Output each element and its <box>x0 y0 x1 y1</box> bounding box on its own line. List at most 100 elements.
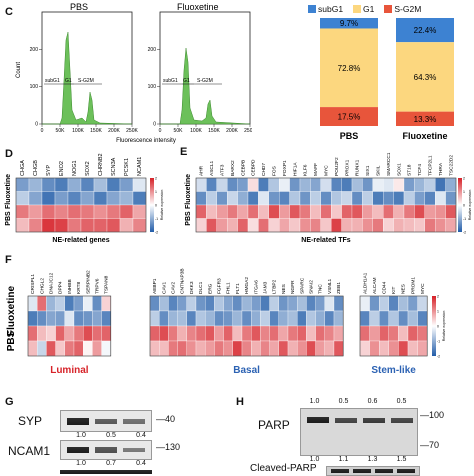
heatmap-cell <box>237 204 249 219</box>
row-label-pbs: PBS <box>185 211 192 226</box>
heatmap-cell <box>28 177 43 192</box>
heatmap-cell <box>149 325 160 342</box>
gene-label: SOX1 <box>396 163 402 176</box>
heatmap-cell <box>206 204 217 219</box>
heatmap-cell <box>149 310 160 327</box>
heatmap-cell <box>241 295 252 312</box>
group-label-basal: Basal <box>233 365 260 376</box>
bar-segment-label: 72.8% <box>338 64 361 73</box>
heatmap-cell <box>445 177 457 192</box>
bar-segment-label: 9.7% <box>340 19 358 28</box>
heatmap-cell <box>232 310 243 327</box>
gene-label: AHR <box>199 165 205 176</box>
heatmap-cell <box>320 218 332 233</box>
heatmap-cell <box>258 218 269 233</box>
heatmap-cell <box>159 340 169 357</box>
panel-d-label: D <box>5 148 13 160</box>
gene-label: VSNL1 <box>327 278 333 294</box>
heatmap-cell <box>388 325 399 342</box>
heatmap-cell <box>403 177 415 192</box>
heatmap-cell <box>260 310 270 327</box>
heatmap-cell <box>278 325 289 342</box>
heatmap-cell <box>41 191 56 206</box>
heatmap-cell <box>268 204 280 219</box>
panel-f-luminal-gene-labels: CRISPL1 CHGL2 DNAJC12 DPP4 INHBB KRT8 SERPINB2… <box>30 270 110 294</box>
gene-label: KIT <box>391 286 397 294</box>
scale-tick-label: 2 <box>155 177 157 181</box>
heatmap-cell <box>289 177 301 192</box>
xtick-label: 50K <box>56 128 66 134</box>
heatmap-cell <box>269 340 279 357</box>
heatmap-cell <box>424 177 436 192</box>
heatmap-cell <box>80 218 95 233</box>
row-label-pbs: PBS <box>6 330 17 351</box>
heatmap-cell <box>214 325 224 342</box>
heatmap-cell <box>106 218 121 233</box>
gene-label: NGFR <box>290 280 296 294</box>
heatmap-cell <box>132 204 147 219</box>
scale-tick-label: -2 <box>463 231 466 235</box>
xtick-label: 0 <box>159 128 162 134</box>
pbs-histogram: subG1 G1 S-G2M PBS <box>41 2 133 125</box>
heatmap-xlabel: NE-related genes <box>52 237 109 244</box>
heatmap-cell <box>424 218 436 233</box>
heatmap-cell <box>54 218 69 233</box>
heatmap-cell <box>55 310 65 327</box>
heatmap-cell <box>320 177 332 192</box>
ncam1-quant: 1.0 0.7 0.4 <box>76 460 146 467</box>
gene-label: BARX2 <box>230 160 236 176</box>
gene-label: HIF1A <box>292 162 298 176</box>
heatmap-cell <box>195 340 206 357</box>
ytick-label: 200 <box>148 47 157 53</box>
heatmap-cell <box>232 325 243 342</box>
heatmap-cell <box>28 218 43 233</box>
heatmap-cell <box>268 191 280 206</box>
heatmap-cell <box>54 191 69 206</box>
cleaved-parp-band-1 <box>331 469 349 473</box>
heatmap-cell <box>351 191 363 206</box>
gene-label: TNC <box>318 284 324 294</box>
stacked-bar-pbs: 9.7% 72.8% 17.5% PBS <box>320 18 378 141</box>
heatmap-cell <box>417 325 428 342</box>
gene-label: DLC1 <box>198 281 204 294</box>
heatmap-cell <box>15 191 30 206</box>
heatmap-cell <box>393 177 405 192</box>
heatmap-cell <box>333 325 344 342</box>
heatmap-cell <box>132 218 147 233</box>
fluoxetine-histogram: subG1 G1 S-G2M Fluoxetine <box>159 2 251 125</box>
scale-tick-label: 0 <box>437 325 439 329</box>
gene-label: ZEB1 <box>336 282 342 294</box>
bar-category-label: PBS <box>340 131 359 141</box>
heatmap-cell <box>324 340 335 357</box>
blot-label-cleaved-parp: Cleaved-PARP <box>250 463 317 474</box>
heatmap-cell <box>41 218 56 233</box>
heatmap-cell <box>403 218 415 233</box>
legend-swatch-sg2m <box>384 5 393 13</box>
heatmap-cell <box>241 340 252 357</box>
heatmap-cell <box>55 340 65 357</box>
parp-blot <box>300 408 418 456</box>
heatmap-cell <box>119 177 134 192</box>
heatmap-cell <box>83 295 93 312</box>
xtick-label: 250K <box>244 128 252 134</box>
heatmap-cell <box>186 325 197 342</box>
heatmap-cell <box>258 177 269 192</box>
heatmap-cell <box>186 310 197 327</box>
panel-e-cells <box>195 177 457 233</box>
heatmap-cell <box>92 325 102 342</box>
heatmap-cell <box>101 325 111 342</box>
heatmap-cell <box>331 177 342 192</box>
heatmap-cell <box>369 340 380 357</box>
gene-label: KLF6 <box>303 164 309 176</box>
heatmap-cell <box>46 340 56 357</box>
heatmap-cell <box>149 340 160 357</box>
heatmap-cell <box>177 310 187 327</box>
row-label-fluoxetine: Fluoxetine <box>185 174 192 209</box>
heatmap-cell <box>247 218 259 233</box>
heatmap-cell <box>379 295 389 312</box>
panel-d-cells <box>15 177 147 233</box>
heatmap-cell <box>216 204 228 219</box>
ytick-label: 100 <box>30 84 39 90</box>
heatmap-cell <box>232 295 243 312</box>
gene-label: SYP <box>46 165 52 176</box>
